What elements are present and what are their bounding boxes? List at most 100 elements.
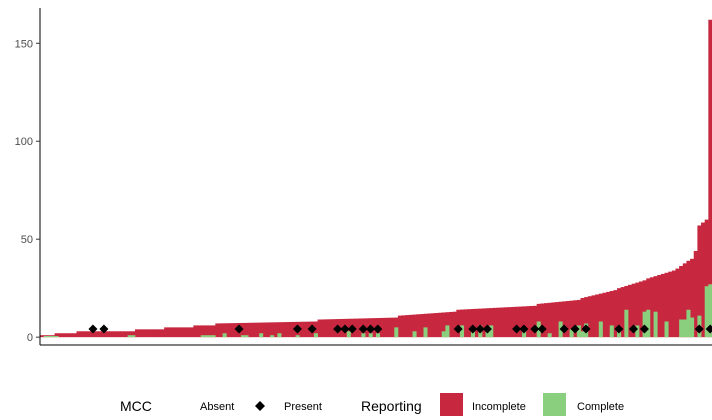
bar-complete [690, 317, 695, 338]
bar-incomplete [102, 331, 107, 338]
bar-incomplete [324, 319, 329, 338]
bar-complete [47, 335, 52, 338]
bar-incomplete [193, 325, 198, 338]
bar-complete [127, 335, 132, 338]
bar-incomplete [628, 284, 633, 338]
bar-incomplete [587, 296, 592, 338]
bar-incomplete [390, 317, 395, 338]
bar-incomplete [511, 306, 516, 338]
mcc-present-marker [373, 324, 383, 334]
bar-complete [412, 331, 417, 338]
bar-incomplete [463, 309, 468, 338]
bar-incomplete [386, 317, 392, 338]
bar-complete [211, 335, 216, 338]
mcc-present-marker [234, 324, 244, 334]
bar-incomplete [525, 306, 530, 338]
bar-incomplete [153, 329, 158, 338]
bar-complete [200, 335, 205, 338]
bar-complete [270, 335, 275, 338]
bar-complete [259, 333, 264, 338]
bar-complete [441, 331, 446, 338]
bar-incomplete [58, 333, 63, 338]
bar-incomplete [412, 314, 417, 338]
bar-incomplete [262, 322, 267, 338]
bar-incomplete [91, 331, 96, 338]
mcc-present-marker [694, 324, 704, 334]
bar-complete [244, 335, 249, 338]
bar-incomplete [460, 309, 465, 338]
bar-incomplete [686, 260, 691, 338]
bar-incomplete [94, 331, 99, 338]
legend-swatch-complete [543, 393, 566, 416]
bar-complete [423, 327, 428, 338]
mcc-present-marker [358, 324, 368, 334]
bar-incomplete [284, 322, 289, 338]
bar-incomplete [87, 331, 92, 338]
bar-incomplete [171, 327, 176, 338]
bar-incomplete [328, 319, 333, 338]
bar-complete [635, 325, 640, 338]
mcc-present-marker [307, 324, 317, 334]
bar-incomplete [675, 268, 680, 338]
bar-incomplete [105, 331, 110, 338]
bar-incomplete [408, 314, 413, 338]
bar-incomplete [226, 323, 231, 338]
bar-incomplete [642, 280, 647, 338]
incomplete-bars [40, 19, 712, 338]
legend-swatch-incomplete [440, 393, 463, 416]
bar-incomplete [580, 297, 585, 338]
bar-incomplete [638, 281, 644, 338]
bar-complete [394, 327, 399, 338]
mcc-present-marker [468, 324, 478, 334]
legend-label-complete: Complete [577, 401, 624, 413]
bar-incomplete [76, 331, 81, 338]
bar-incomplete [419, 314, 424, 338]
bar-incomplete [270, 322, 275, 338]
bar-incomplete [372, 318, 377, 338]
bar-incomplete [536, 303, 541, 338]
bar-incomplete [401, 315, 406, 338]
bar-incomplete [438, 312, 443, 338]
bar-incomplete [248, 322, 253, 338]
mcc-present-marker [570, 324, 580, 334]
bar-incomplete [562, 301, 567, 338]
bar-incomplete [204, 325, 209, 338]
bar-incomplete [288, 321, 293, 338]
bar-complete [313, 333, 318, 338]
bar-incomplete [565, 301, 570, 338]
mcc-present-marker [559, 324, 569, 334]
bar-incomplete [529, 306, 534, 338]
bar-incomplete [397, 315, 402, 338]
bar-incomplete [189, 327, 194, 338]
bar-incomplete [365, 318, 370, 338]
bar-incomplete [598, 293, 603, 338]
bar-complete [576, 325, 581, 338]
bar-incomplete [72, 333, 77, 338]
bar-incomplete [200, 325, 205, 338]
bar-complete [682, 319, 687, 338]
bar-incomplete [120, 331, 125, 338]
bar-complete [295, 335, 300, 338]
bar-incomplete [606, 291, 611, 338]
bar-incomplete [503, 307, 508, 338]
mcc-present-marker [614, 324, 624, 334]
bar-complete [460, 325, 465, 338]
bar-incomplete [445, 312, 450, 338]
legend-title-reporting: Reporting [361, 398, 422, 414]
mcc-present-marker [366, 324, 376, 334]
bar-incomplete [456, 309, 461, 338]
legend: MCC Absent Present Reporting Incomplete … [120, 393, 624, 416]
bar-incomplete [668, 271, 673, 338]
bar-incomplete [620, 287, 625, 338]
bar-complete [376, 333, 381, 338]
mcc-present-marker [475, 324, 485, 334]
bar-incomplete [427, 313, 432, 338]
bar-incomplete [131, 331, 136, 338]
bar-incomplete [551, 302, 556, 338]
bar-incomplete [554, 302, 560, 338]
bar-complete [222, 333, 227, 338]
bar-incomplete [595, 294, 600, 338]
bar-incomplete [649, 277, 654, 338]
bar-complete [361, 333, 366, 338]
